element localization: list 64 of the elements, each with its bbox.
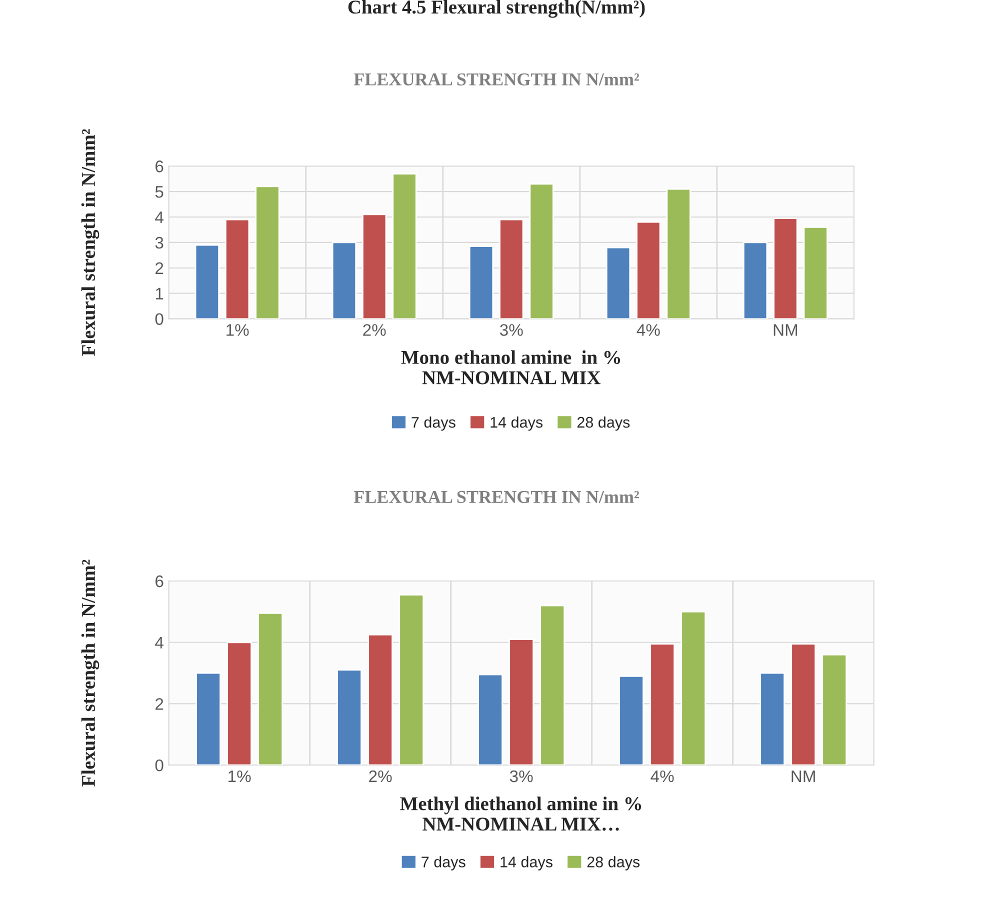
bar: [226, 642, 252, 766]
x-tick-label: 3%: [500, 324, 523, 336]
bar: [618, 675, 644, 766]
x-tick-label: 2%: [369, 770, 392, 782]
bar: [368, 634, 393, 766]
legend-label: 7 days: [412, 416, 456, 431]
legend-label: 28 days: [587, 856, 640, 870]
y-tick-label: 1: [156, 288, 164, 300]
bar: [790, 643, 816, 766]
bar: [499, 218, 524, 319]
bar: [194, 244, 220, 319]
x-axis-title: Methyl diethanol amine in % NM-NOMINAL MIX…: [400, 796, 642, 831]
x-axis-title: Mono ethanol amine in % NM-NOMINAL MIX: [401, 350, 620, 384]
x-tick-label: NM: [774, 324, 798, 336]
bar: [760, 672, 785, 766]
y-tick-label: 0: [155, 313, 164, 325]
bar: [332, 242, 357, 319]
bar: [636, 221, 661, 319]
bar: [478, 674, 503, 766]
y-tick-label: 6: [156, 575, 164, 588]
legend-label: 28 days: [577, 416, 630, 431]
y-tick-label: 3: [155, 236, 164, 249]
y-tick-label: 4: [155, 212, 164, 224]
bar: [255, 186, 280, 319]
bar: [650, 643, 676, 766]
x-tick-label: 3%: [510, 770, 533, 782]
bar: [468, 246, 494, 319]
legend-label: 14 days: [490, 416, 543, 431]
bar: [258, 612, 284, 766]
x-tick-label: 1%: [228, 770, 251, 782]
x-tick-label: 4%: [650, 770, 674, 782]
legend-label: 14 days: [500, 856, 552, 870]
caption: Chart 4.5 Flexural strength(N/mm²): [348, 0, 645, 18]
bar: [508, 638, 534, 766]
bar: [680, 610, 706, 766]
bar: [822, 654, 848, 766]
chart-title: FLEXURAL STRENGTH IN N/mm²: [354, 490, 639, 504]
bar: [742, 242, 768, 319]
bar: [392, 173, 417, 319]
y-tick-label: 4: [155, 636, 164, 648]
bar: [398, 594, 424, 766]
y-tick-label: 2: [156, 262, 164, 274]
y-tick-label: 2: [156, 698, 164, 710]
bar: [336, 669, 362, 766]
bar: [224, 218, 250, 319]
y-tick-label: 0: [155, 759, 164, 772]
bar: [803, 226, 828, 319]
legend-label: 7 days: [422, 856, 466, 870]
bar: [540, 604, 566, 766]
bar: [606, 246, 631, 319]
y-tick-label: 5: [155, 186, 164, 198]
chart-title: FLEXURAL STRENGTH IN N/mm²: [354, 73, 639, 86]
bar: [773, 218, 798, 319]
y-axis-title: Flexural strength in N/mm²: [81, 129, 100, 356]
x-tick-label: 2%: [363, 324, 386, 336]
y-axis-title: Flexural strength in N/mm²: [81, 560, 100, 786]
x-tick-label: 4%: [636, 324, 660, 336]
y-tick-label: 6: [156, 160, 164, 172]
x-tick-label: NM: [792, 770, 815, 782]
bar: [362, 214, 387, 319]
bar: [666, 188, 691, 319]
bar: [196, 672, 221, 766]
bar: [529, 183, 554, 319]
x-tick-label: 1%: [226, 324, 249, 336]
